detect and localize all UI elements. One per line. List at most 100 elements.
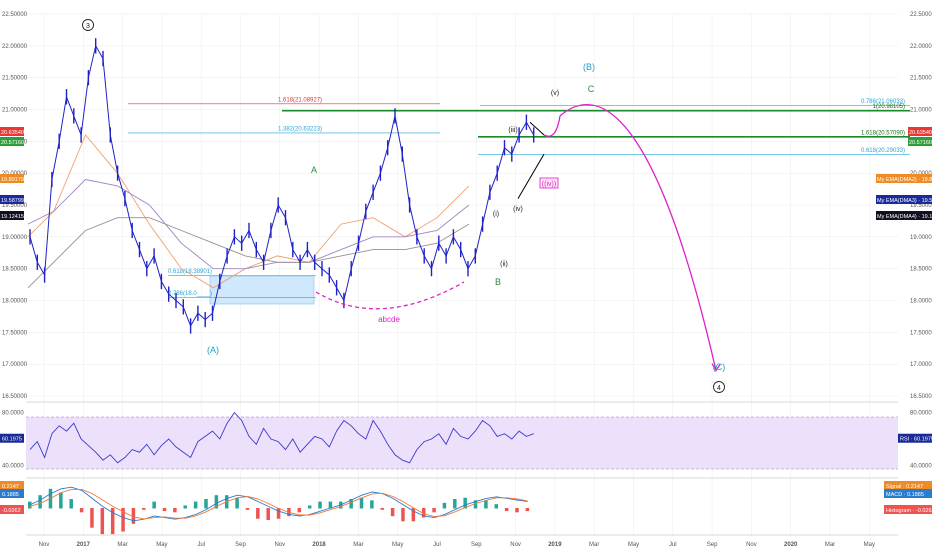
macd-badge-text: -0.0262 [2,508,21,514]
macd-histogram-bar [525,508,530,512]
price-badge-text: 20.57160 [909,140,932,146]
macd-histogram-bar [79,508,84,513]
time-tick-label: Nov [746,542,757,548]
macd-histogram-bar [256,508,260,519]
price-tick-label: 21.50000 [2,76,28,82]
macd-histogram-bar [131,508,136,524]
macd-histogram-bar [421,508,426,518]
wave-label: 3 [86,23,90,30]
rsi-badge-text: RSI · 60.1975 [900,437,932,443]
macd-histogram-bar [401,508,405,522]
wave-label: B [495,277,501,287]
price-tick-label: 22.50000 [2,12,28,18]
macd-line [29,486,528,522]
price-badge [0,137,24,146]
price-tick-label: 17.00000 [910,362,932,368]
fib-level-label: 1.382(20.63223) [278,126,322,132]
time-tick-label: Nov [510,542,521,548]
time-tick-label: Mar [589,542,599,548]
macd-histogram-bar [504,508,509,512]
price-badge [0,211,24,220]
wave-label: C [588,84,595,94]
macd-badge [884,481,932,490]
price-tick-label: 17.50000 [2,330,28,336]
macd-histogram-bar [442,502,447,509]
price-badge-text: 20.57160 [1,140,24,146]
macd-histogram-bar [432,508,436,513]
projection-curve [559,103,717,371]
time-tick-label: May [864,542,875,548]
projection-arrowhead [711,363,721,372]
time-tick-label: Nov [39,542,50,548]
macd-histogram-bar [473,500,478,509]
macd-badge-text: Histogram · -0.0262 [886,508,932,514]
price-tick-label: 19.00000 [2,235,28,241]
moving-averages [27,134,470,289]
macd-histogram-bar [359,497,364,509]
time-tick-label: Nov [274,542,285,548]
price-tick-label: 18.50000 [2,267,28,273]
price-badge-text: My EMA(DMA4) · 19.12415 [877,214,932,220]
time-tick-label: Jul [197,542,205,548]
rsi-badge [0,433,24,443]
macd-histogram-bar [515,508,519,513]
macd-histogram-bar [162,508,167,512]
macd-histogram-bar [390,508,395,517]
price-badge-text: 20.63540 [1,130,24,136]
rsi-tick-label: 40.0000 [2,463,24,469]
time-tick-label: 2017 [77,542,91,548]
macd-histogram-bar [152,501,156,509]
price-line [29,44,535,328]
macd-histogram-bar [100,508,105,535]
macd-histogram-bar [183,505,188,509]
macd-histogram-bar [38,495,42,509]
abcde-arc [315,281,465,310]
wave-label: ((iv)) [542,181,556,188]
price-badge [876,174,932,183]
time-tick-label: May [628,542,639,548]
wedge-line [517,153,545,199]
wedge-line [529,121,545,136]
time-tick-label: Mar [117,542,127,548]
signal-line [29,488,528,520]
time-tick-label: Mar [353,542,363,548]
macd-histogram-bar [110,508,115,535]
wave-label: A [311,165,317,175]
macd-histogram-bar [411,508,416,522]
macd-badge [884,505,932,514]
price-badge [876,195,932,204]
price-tick-label: 21.50000 [910,76,932,82]
price-tick-label: 16.50000 [910,394,932,400]
fib-level-label: 1.618(21.08927) [278,97,322,103]
fib-levels: 1.618(21.08927) 1.382(20.63223) 0.786(21.0… [128,97,910,298]
rsi-pane: 80.0000 80.0000 40.0000 40.0000 60.1975 RSI ·… [0,411,932,469]
price-badge [908,137,932,146]
wave-label: (v) [551,90,559,97]
wave-label: (iii) [508,127,517,134]
macd-histogram-bar [276,508,281,519]
macd-histogram-bar [380,508,384,510]
time-tick-label: May [392,542,403,548]
macd-histogram-bar [121,508,125,532]
time-tick-label: Jul [669,542,677,548]
time-tick-label: 2018 [312,542,326,548]
macd-badge [884,489,932,498]
macd-histogram-bar [59,492,63,509]
price-tick-label: 21.00000 [910,108,932,114]
macd-histogram-bar [204,499,208,509]
price-badge-text: 20.63540 [909,130,932,136]
price-tick-label: 19.50000 [2,203,28,209]
macd-histogram-bar [484,500,488,509]
macd-histogram-bar [307,505,312,509]
wave-label: (A) [207,345,219,355]
rsi-band [26,417,898,469]
wave-label: (C) [713,362,726,372]
price-series [29,38,545,334]
fib-level-label: 0.618(20.29033) [861,148,905,154]
macd-histogram-bar [193,501,198,509]
macd-histogram-bar [349,499,353,509]
time-tick-label: Mar [825,542,835,548]
price-badge-text: 19.12415 [1,214,24,220]
price-badge [0,195,24,204]
macd-histogram-bar [235,497,239,509]
